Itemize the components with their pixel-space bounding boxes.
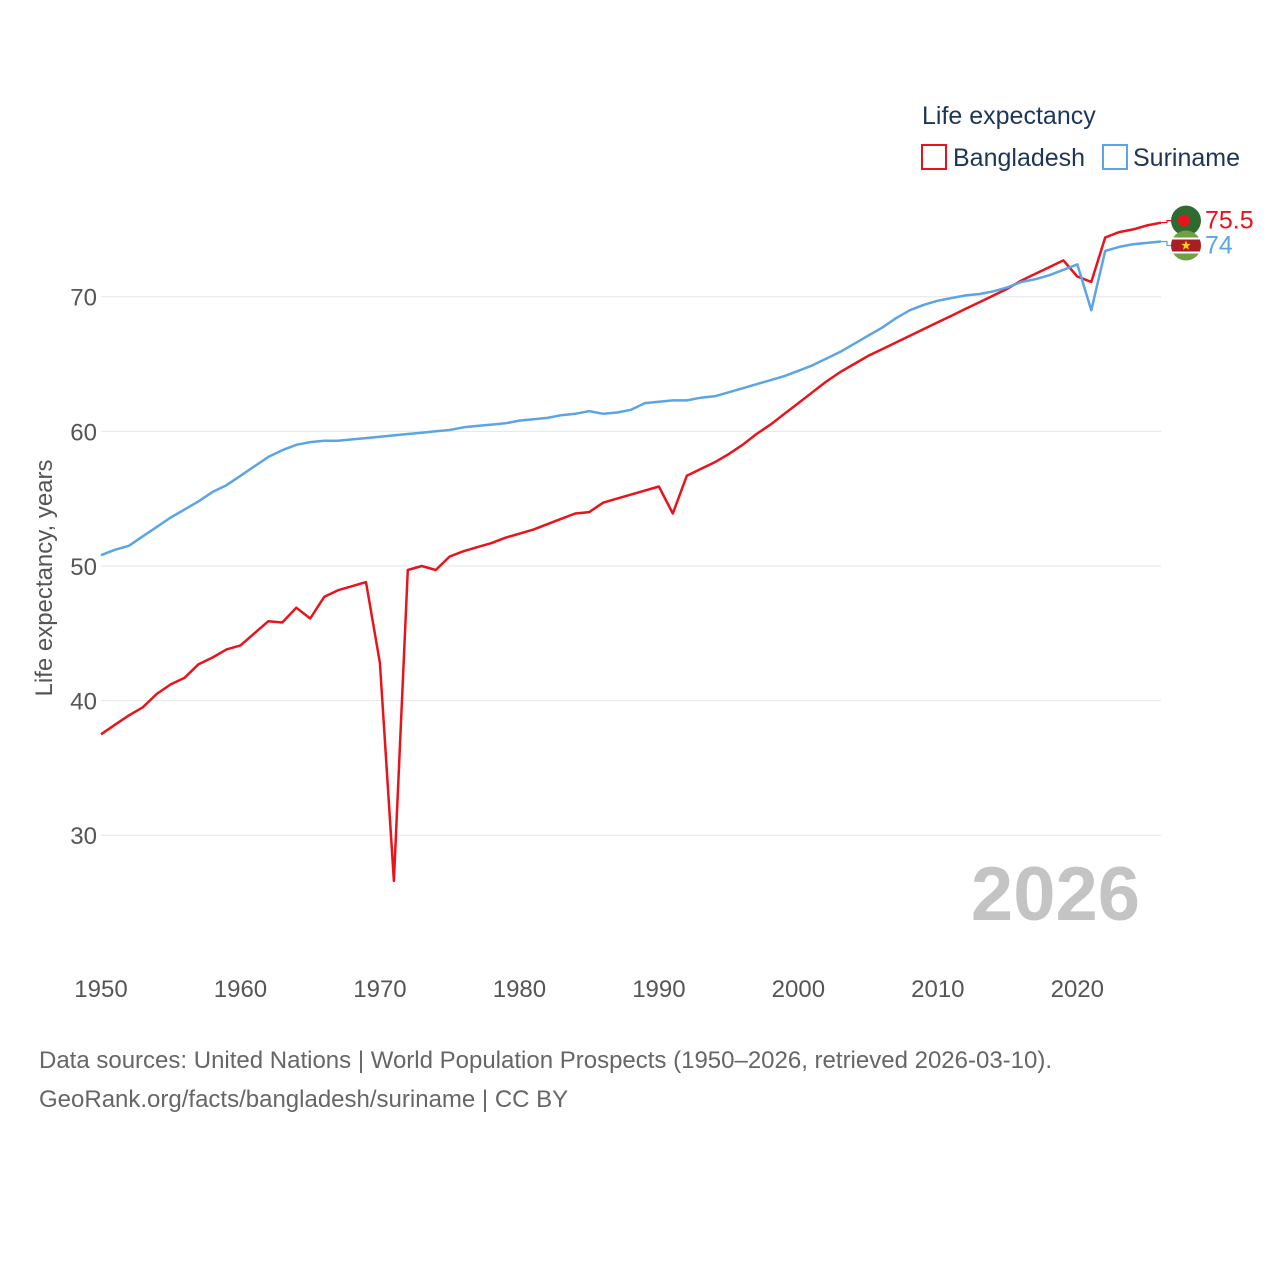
x-tick-label-1980: 1980: [493, 976, 546, 1003]
x-tick-label-1990: 1990: [632, 976, 685, 1003]
year-watermark: 2026: [971, 852, 1140, 937]
legend-title: Life expectancy: [922, 102, 1096, 130]
end-value-label-suriname: 74: [1205, 232, 1233, 260]
x-tick-label-1960: 1960: [214, 976, 267, 1003]
y-tick-label-40: 40: [70, 689, 97, 716]
x-tick-label-2010: 2010: [911, 976, 964, 1003]
suriname-flag-icon: [1171, 230, 1201, 261]
legend-item-bangladesh[interactable]: Bangladesh: [921, 144, 1085, 172]
bangladesh-flag-icon: [1171, 205, 1201, 236]
x-tick-label-1970: 1970: [353, 976, 406, 1003]
grid-lines: [101, 296, 1161, 836]
x-tick-label-2000: 2000: [772, 976, 825, 1003]
x-axis-ticks: 1950 1960 1970 1980 1990 2000 2010 2020: [74, 976, 1104, 1003]
source-line-2: GeoRank.org/facts/bangladesh/suriname | …: [39, 1086, 568, 1113]
legend-swatch-bangladesh: [921, 144, 947, 170]
x-tick-label-1950: 1950: [74, 976, 127, 1003]
series-end-labels: 75.574: [1161, 205, 1254, 261]
y-tick-label-70: 70: [70, 285, 97, 312]
end-value-label-bangladesh: 75.5: [1205, 207, 1254, 235]
series-line-suriname[interactable]: [100, 240, 1162, 557]
legend: Life expectancy Bangladesh Suriname: [921, 102, 1240, 172]
y-tick-label-50: 50: [70, 554, 97, 581]
connector-suriname: [1161, 240, 1172, 247]
connector-bangladesh: [1161, 220, 1172, 224]
series-lines: [100, 221, 1162, 883]
legend-label-bangladesh: Bangladesh: [953, 144, 1085, 172]
series-line-bangladesh[interactable]: [100, 221, 1162, 883]
y-axis-ticks: 30 40 50 60 70: [70, 285, 97, 851]
y-tick-label-30: 30: [70, 823, 97, 850]
legend-swatch-suriname: [1102, 144, 1128, 170]
y-tick-label-60: 60: [70, 419, 97, 446]
legend-item-suriname[interactable]: Suriname: [1102, 144, 1240, 172]
y-axis-title: Life expectancy, years: [31, 459, 58, 696]
legend-label-suriname: Suriname: [1133, 144, 1240, 172]
x-tick-label-2020: 2020: [1051, 976, 1104, 1003]
source-line-1: Data sources: United Nations | World Pop…: [39, 1047, 1052, 1074]
